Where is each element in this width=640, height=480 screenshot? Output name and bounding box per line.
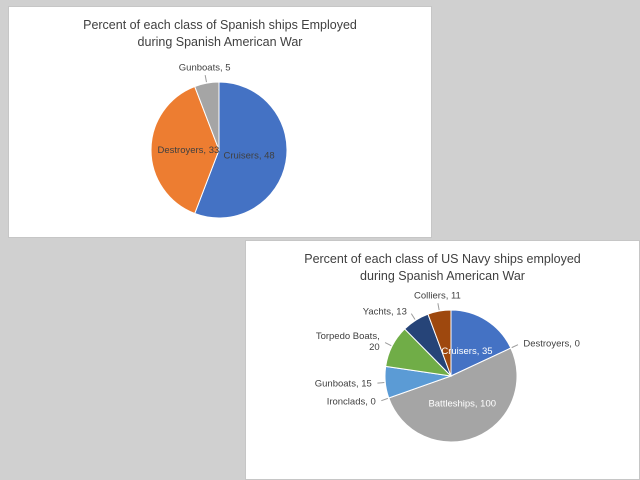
leader-line-gunboats <box>377 382 385 384</box>
data-label-ironclads: Ironclads, 0 <box>327 397 376 408</box>
pie-slice-colliers <box>427 309 452 377</box>
pie-slice-destroyers <box>150 85 220 215</box>
pie-slice-gunboats <box>194 81 220 151</box>
data-label-colliers: Colliers, 11 <box>414 291 461 302</box>
leader-line-gunboats <box>204 75 207 83</box>
data-label-battleships: Battleships, 100 <box>428 398 496 409</box>
leader-line-yachts <box>410 313 416 320</box>
data-label-gunboats: Gunboats, 15 <box>315 378 372 389</box>
pie-slice-battleships <box>388 347 518 443</box>
pie-slice-cruisers <box>194 81 288 219</box>
leader-line-torpedo-boats <box>384 342 392 347</box>
data-label-destroyers: Destroyers, 0 <box>523 339 580 350</box>
spanish-chart-title: Percent of each class of Spanish ships E… <box>83 18 357 49</box>
spanish-chart-panel: Percent of each class of Spanish ships E… <box>8 6 432 238</box>
pie-slice-cruisers <box>450 309 512 377</box>
leader-line-destroyers <box>511 344 519 349</box>
us-navy-pie-chart: Cruisers, 35 Destroyers, 0 Battleships, 10… <box>315 291 580 443</box>
data-label-cruisers: Cruisers, 48 <box>223 151 274 162</box>
leader-line-colliers <box>437 303 440 311</box>
us-navy-chart-title: Percent of each class of US Navy ships e… <box>304 252 581 283</box>
data-label-torpedo-boats: Torpedo Boats, 20 <box>316 331 380 353</box>
leader-line-ironclads <box>381 397 389 402</box>
us-navy-chart-panel: Percent of each class of US Navy ships e… <box>245 240 640 480</box>
data-label-yachts: Yachts, 13 <box>363 306 407 317</box>
data-label-cruisers: Cruisers, 35 <box>441 346 492 357</box>
data-label-gunboats: Gunboats, 5 <box>179 62 231 73</box>
data-label-destroyers: Destroyers, 33 <box>158 145 220 156</box>
